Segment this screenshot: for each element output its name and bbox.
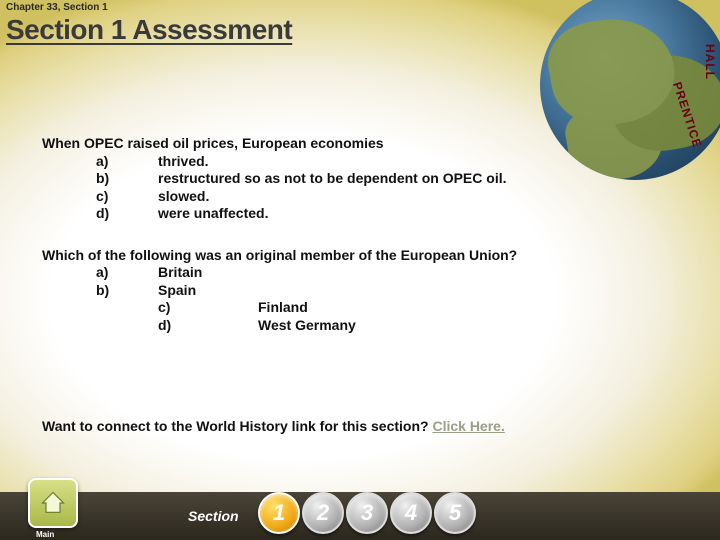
option-text: were unaffected. (158, 205, 268, 223)
q2-option-c: c) Finland (158, 299, 642, 317)
question-1: When OPEC raised oil prices, European ec… (42, 135, 642, 223)
option-letter: b) (42, 170, 158, 188)
q1-option-c: c) slowed. (42, 188, 642, 206)
cta-link[interactable]: Click Here. (432, 418, 504, 434)
main-label: Main (36, 530, 54, 539)
cta-line: Want to connect to the World History lin… (42, 418, 505, 434)
chapter-label: Chapter 33, Section 1 (6, 2, 108, 13)
home-icon (39, 489, 67, 517)
section-button-5[interactable]: 5 (434, 492, 476, 534)
option-text: Britain (158, 264, 202, 282)
section-button-4[interactable]: 4 (390, 492, 432, 534)
option-letter: a) (42, 153, 158, 171)
slide-page: Chapter 33, Section 1 Section 1 Assessme… (0, 0, 720, 540)
section-button-3[interactable]: 3 (346, 492, 388, 534)
q1-option-a: a) thrived. (42, 153, 642, 171)
option-letter: a) (42, 264, 158, 282)
q2-col2: c) Finland d) West Germany (42, 299, 642, 334)
option-letter: d) (158, 317, 258, 335)
option-text: restructured so as not to be dependent o… (158, 170, 506, 188)
option-letter: b) (42, 282, 158, 300)
home-button[interactable] (28, 478, 78, 528)
page-title: Section 1 Assessment (6, 14, 292, 46)
option-letter: c) (42, 188, 158, 206)
q1-option-d: d) were unaffected. (42, 205, 642, 223)
cta-prefix: Want to connect to the World History lin… (42, 418, 432, 434)
section-buttons: 1 2 3 4 5 (258, 492, 476, 534)
brand-text-2: HALL (703, 44, 717, 80)
section-nav-label: Section (188, 508, 239, 524)
content-area: When OPEC raised oil prices, European ec… (42, 135, 642, 358)
option-text: thrived. (158, 153, 209, 171)
section-button-1[interactable]: 1 (258, 492, 300, 534)
question-1-stem: When OPEC raised oil prices, European ec… (42, 135, 642, 153)
option-text: slowed. (158, 188, 209, 206)
bottom-nav-bar: Main Section 1 2 3 4 5 (0, 492, 720, 540)
option-text: Finland (258, 299, 308, 317)
question-2: Which of the following was an original m… (42, 247, 642, 335)
q2-option-d: d) West Germany (158, 317, 642, 335)
q2-option-b: b) Spain (42, 282, 642, 300)
option-text: Spain (158, 282, 196, 300)
q1-option-b: b) restructured so as not to be dependen… (42, 170, 642, 188)
section-button-2[interactable]: 2 (302, 492, 344, 534)
option-text: West Germany (258, 317, 356, 335)
question-2-stem: Which of the following was an original m… (42, 247, 642, 265)
q2-option-a: a) Britain (42, 264, 642, 282)
option-letter: d) (42, 205, 158, 223)
option-letter: c) (158, 299, 258, 317)
